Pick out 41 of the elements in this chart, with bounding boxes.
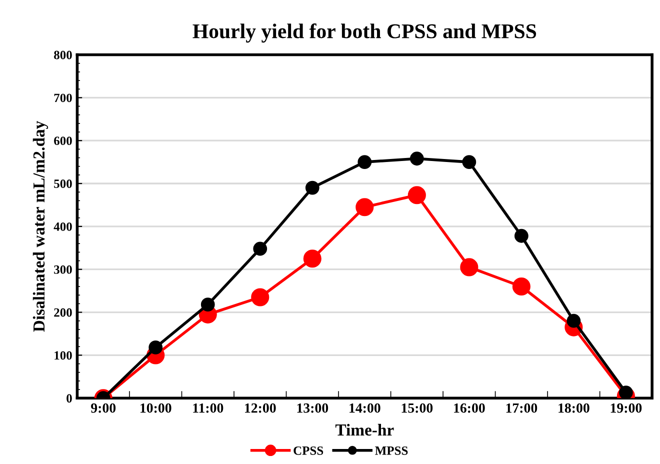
y-tick-label: 800 [54,50,72,60]
legend-label: MPSS [375,446,408,455]
point [512,277,530,296]
y-tick-label: 600 [54,136,72,146]
point [462,155,476,169]
chart-title: Hourly yield for both CPSS and MPSS [192,23,536,43]
x-tick-label: 15:00 [402,403,433,413]
x-axis-title: Time-hr [335,424,394,436]
legend-label: CPSS [294,446,324,455]
x-tick-label: 11:00 [193,403,224,413]
x-tick-label: 12:00 [245,403,276,413]
x-tick-label: 17:00 [506,403,538,413]
y-tick-label: 100 [54,351,72,360]
point [410,152,424,166]
point [303,250,322,268]
y-tick-label: 500 [54,180,72,188]
x-tick-label: 16:00 [454,403,485,413]
point [460,258,478,276]
x-tick-label: 14:00 [350,403,380,413]
y-tick-label: 0 [66,394,72,403]
x-tick-label: 9:00 [91,403,116,413]
point [619,386,633,398]
point [408,186,426,204]
point [253,242,268,256]
y-tick-label: 300 [54,265,72,274]
point [305,180,320,195]
point [358,155,372,169]
point [356,198,374,216]
x-tick-label: 10:00 [140,403,172,413]
point [251,288,270,306]
point [514,228,528,243]
point [566,314,581,328]
y-tick-label: 700 [54,94,72,102]
y-tick-label: 200 [54,308,72,317]
x-tick-label: 13:00 [297,403,328,413]
point [200,298,215,312]
x-tick-label: 18:00 [558,403,590,413]
x-tick-label: 19:00 [610,403,642,413]
y-tick-label: 400 [54,222,72,231]
y-axis-title: Disalinated water mL/m2.day [32,120,48,332]
point [148,340,163,354]
